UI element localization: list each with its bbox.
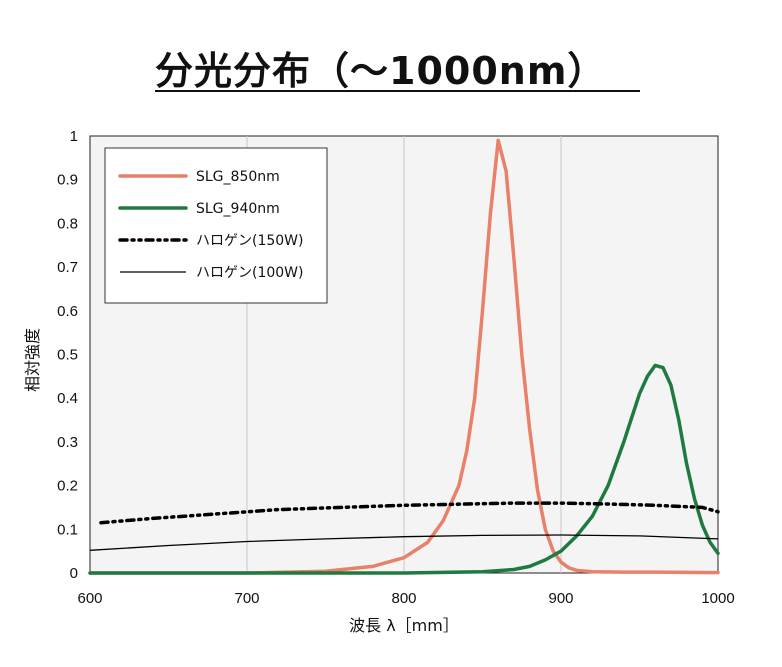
x-tick-label: 1000 bbox=[701, 590, 734, 607]
series-line-3 bbox=[89, 534, 719, 551]
x-tick-label: 700 bbox=[234, 590, 259, 607]
y-tick-label: 1 bbox=[70, 128, 78, 145]
y-tick-label: 0.5 bbox=[57, 347, 78, 364]
y-tick-label: 0.7 bbox=[57, 259, 78, 276]
legend-box bbox=[104, 147, 328, 304]
legend-label: ハロゲン(100W) bbox=[196, 265, 304, 281]
series-line-1 bbox=[88, 363, 720, 575]
y-tick-label: 0.1 bbox=[57, 521, 78, 538]
y-tick-label: 0.4 bbox=[57, 390, 78, 407]
chart-title: 分光分布（～1000nm） bbox=[155, 49, 607, 93]
series-line-0 bbox=[88, 138, 720, 575]
x-tick-label: 900 bbox=[548, 590, 573, 607]
series-line-2 bbox=[99, 501, 720, 525]
y-tick-label: 0.3 bbox=[57, 434, 78, 451]
y-tick-label: 0.6 bbox=[57, 303, 78, 320]
y-axis-label: 相対強度 bbox=[23, 328, 42, 392]
x-tick-label: 800 bbox=[391, 590, 416, 607]
y-tick-label: 0 bbox=[70, 565, 78, 582]
tick-labels: 600 700 800 900 1000 0 0.1 0.2 0.3 0.4 0.5 0.6 0.7 0.… bbox=[57, 128, 735, 607]
y-tick-label: 0.2 bbox=[57, 478, 78, 495]
legend-label: SLG_850nm bbox=[196, 169, 280, 185]
series-lines bbox=[88, 138, 720, 575]
y-tick-label: 0.9 bbox=[57, 172, 78, 189]
legend: SLG_850nm SLG_940nm ハロゲン(150W) ハロゲン(100W) bbox=[104, 147, 328, 304]
y-tick-label: 0.8 bbox=[57, 215, 78, 232]
x-tick-label: 600 bbox=[77, 590, 102, 607]
x-axis-label: 波長 λ［mm］ bbox=[349, 616, 459, 635]
legend-label: SLG_940nm bbox=[196, 201, 280, 217]
legend-label: ハロゲン(150W) bbox=[196, 233, 304, 249]
title-underline bbox=[155, 90, 640, 92]
